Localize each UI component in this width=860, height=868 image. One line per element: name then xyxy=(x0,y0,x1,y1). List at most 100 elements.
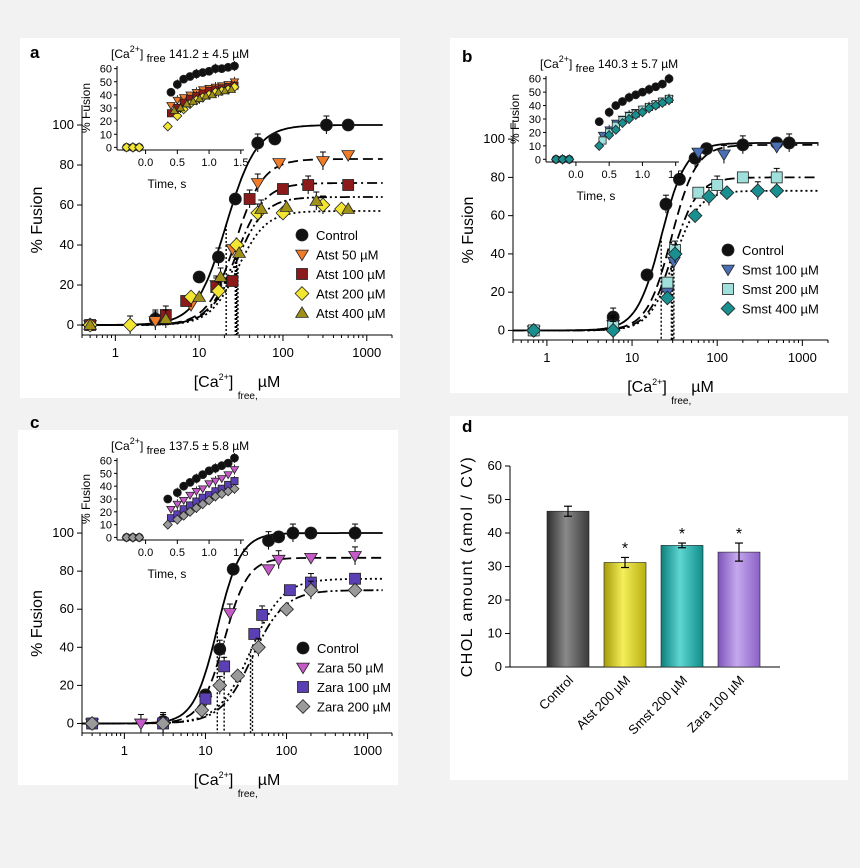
inset-x-axis-label: Time, s xyxy=(577,189,616,203)
data-point xyxy=(256,609,269,621)
y-tick-label: 60 xyxy=(60,197,74,212)
x-tick-label: 100 xyxy=(272,345,294,360)
data-point xyxy=(84,716,100,731)
data-point xyxy=(148,316,163,328)
inset-data-point xyxy=(610,124,621,135)
inset-y-tick-label: 50 xyxy=(100,468,112,480)
data-point xyxy=(250,639,266,655)
data-point xyxy=(222,608,237,620)
y-tick-label: 40 xyxy=(488,525,502,540)
legend-marker xyxy=(295,699,311,714)
legend-marker xyxy=(294,286,310,301)
legend-marker xyxy=(296,641,310,655)
inset-data-point xyxy=(198,470,208,480)
inset-y-tick-label: 10 xyxy=(100,520,112,532)
data-point xyxy=(711,179,724,191)
data-point xyxy=(315,156,330,168)
inset-data-point xyxy=(594,117,604,127)
inset-y-tick-label: 10 xyxy=(100,129,112,141)
data-point xyxy=(218,660,231,673)
data-point xyxy=(199,692,212,705)
panel-label-a: a xyxy=(30,43,40,62)
data-point xyxy=(341,118,355,132)
data-point xyxy=(251,136,265,150)
inset-y-tick-label: 40 xyxy=(100,481,112,493)
data-point xyxy=(341,150,356,162)
y-tick-label: 20 xyxy=(60,677,74,692)
inset-title: [Ca2+] free 140.3 ± 5.7 µM xyxy=(540,54,678,75)
inset-data-point xyxy=(178,94,189,103)
bar xyxy=(660,545,704,668)
inset-x-tick-label: 0.5 xyxy=(602,169,617,181)
data-point xyxy=(304,526,318,540)
data-point xyxy=(211,283,226,299)
data-point xyxy=(736,138,750,152)
legend-label: Zara 200 µM xyxy=(317,700,391,715)
inset-y-axis-label: % Fusion xyxy=(79,83,93,133)
inset-data-point xyxy=(618,97,627,106)
data-point xyxy=(341,202,356,214)
inset-data-point xyxy=(178,497,189,506)
inset-data-point xyxy=(624,113,635,125)
y-tick-label: 20 xyxy=(488,592,502,607)
inset-data-point xyxy=(184,506,196,517)
data-point xyxy=(770,171,783,184)
inset-data-point xyxy=(134,142,145,153)
legend-marker xyxy=(721,243,735,257)
y-axis-label: % Fusion xyxy=(29,187,46,254)
data-point xyxy=(736,171,749,184)
data-point xyxy=(782,136,796,150)
data-point xyxy=(673,172,686,186)
y-tick-label: 60 xyxy=(60,601,74,616)
data-point xyxy=(272,530,286,544)
legend-label: Atst 100 µM xyxy=(316,267,386,282)
inset-data-point xyxy=(230,453,239,463)
y-tick-label: 40 xyxy=(60,639,74,654)
inset-data-point xyxy=(172,79,182,89)
inset-data-point xyxy=(194,94,205,103)
inset-data-point xyxy=(657,79,667,89)
inset-x-tick-label: 1.5 xyxy=(233,547,248,559)
data-point xyxy=(687,208,703,224)
bar xyxy=(717,551,761,668)
data-point xyxy=(254,202,269,214)
y-tick-label: 20 xyxy=(60,277,74,292)
legend-label: Zara 50 µM xyxy=(317,661,384,676)
inset-data-point xyxy=(191,488,202,497)
inset-x-tick-label: 1.0 xyxy=(635,169,650,181)
inset-x-tick-label: 1.0 xyxy=(201,547,216,559)
inset-data-point xyxy=(185,477,195,487)
legend-label: Atst 200 µM xyxy=(316,287,386,302)
legend-marker xyxy=(297,681,309,693)
inset-y-tick-label: 40 xyxy=(100,90,112,102)
data-point xyxy=(769,183,785,199)
data-point xyxy=(303,582,319,598)
x-axis-label: [Ca2+] free,µM xyxy=(194,770,281,800)
data-point xyxy=(347,582,363,598)
data-point xyxy=(192,270,206,284)
inset-data-point xyxy=(179,481,189,491)
legend-marker xyxy=(722,283,734,295)
inset-y-tick-label: 20 xyxy=(100,116,112,128)
inset-y-tick-label: 50 xyxy=(529,87,541,99)
x-axis-label: [Ca2+] free,µM xyxy=(627,377,714,407)
x-tick-label: 1000 xyxy=(352,345,381,360)
inset-y-axis-label: % Fusion xyxy=(79,474,93,524)
data-point xyxy=(248,628,261,640)
inset-data-point xyxy=(188,96,199,105)
legend-label: Atst 400 µM xyxy=(316,306,386,321)
data-point xyxy=(226,562,240,576)
inset-x-tick-label: 0.0 xyxy=(138,157,153,169)
data-point xyxy=(212,250,225,264)
inset-data-point xyxy=(550,154,562,165)
legend-marker xyxy=(720,301,736,316)
panel-label-c: c xyxy=(30,413,39,432)
inset-data-point xyxy=(197,485,208,494)
legend-label: Control xyxy=(317,641,359,656)
panel-label-d: d xyxy=(462,417,472,436)
data-point xyxy=(659,290,675,306)
legend-label: Control xyxy=(316,228,358,243)
inset-y-tick-label: 40 xyxy=(529,101,541,113)
